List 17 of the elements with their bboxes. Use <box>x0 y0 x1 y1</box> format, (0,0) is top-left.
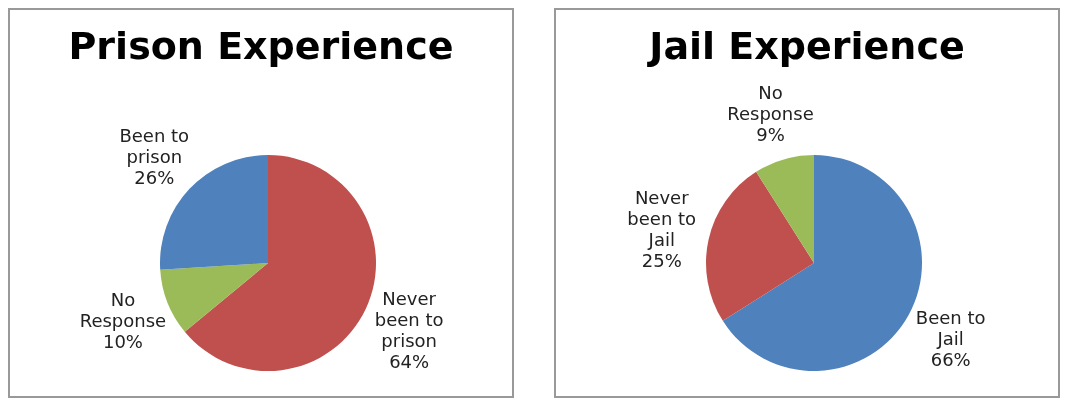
data-label: 26% <box>134 166 175 188</box>
slice-label: No Response <box>79 288 167 331</box>
slice-label: No Response <box>727 81 814 124</box>
chart-title: Jail Experience <box>646 24 966 68</box>
chart-title: Prison Experience <box>67 24 455 68</box>
pie-slice <box>706 171 814 321</box>
data-label: 10% <box>102 330 143 352</box>
slice-label: Never been to Jail <box>627 186 697 250</box>
data-label: 9% <box>756 123 785 145</box>
data-label: 66% <box>930 348 971 370</box>
slice-label: Never been to prison <box>374 287 444 351</box>
slice-label: Been to Jail <box>915 306 986 349</box>
pie-slice <box>184 155 376 371</box>
slice-label: Been to prison <box>119 124 190 167</box>
pie-slice <box>756 155 814 263</box>
data-label: 25% <box>641 249 682 271</box>
data-label: 64% <box>389 350 430 372</box>
